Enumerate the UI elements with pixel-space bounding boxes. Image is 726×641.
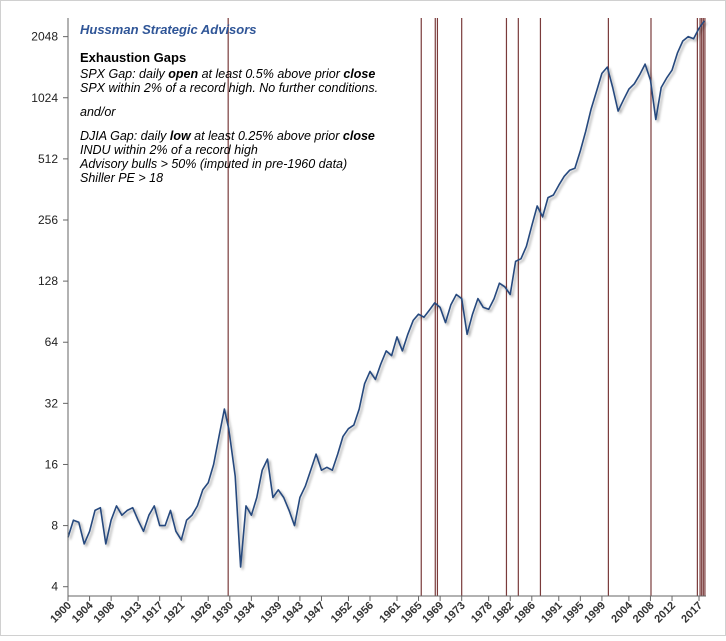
annotation-line: SPX within 2% of a record high. No furth… (80, 81, 378, 95)
y-tick-label: 128 (38, 274, 58, 288)
y-tick-label: 256 (38, 213, 58, 227)
annotation-emphasis: low (170, 129, 192, 143)
y-tick-label: 8 (51, 519, 58, 533)
annotation-emphasis: open (168, 67, 198, 81)
plot (67, 20, 706, 568)
price-line (67, 20, 706, 568)
y-tick-label: 16 (45, 457, 59, 471)
y-tick-label: 2048 (31, 30, 58, 44)
annotation-text: SPX Gap: daily (80, 67, 168, 81)
annotation-emphasis: close (343, 67, 375, 81)
annotation-emphasis: close (343, 129, 375, 143)
annotation: SPX Gap: daily open at least 0.5% above … (79, 67, 378, 185)
chart-title: Hussman Strategic Advisors (80, 22, 257, 37)
y-tick-label: 512 (38, 152, 58, 166)
y-tick-label: 32 (45, 396, 59, 410)
y-tick-label: 1024 (31, 91, 58, 105)
annotation-line: DJIA Gap: daily low at least 0.25% above… (80, 129, 375, 143)
y-tick-label: 4 (51, 580, 58, 594)
annotation-line: and/or (80, 105, 116, 119)
annotation-text: SPX within 2% of a record high. No furth… (80, 81, 378, 95)
annotation-line: Shiller PE > 18 (80, 171, 163, 185)
annotation-text: at least 0.5% above prior (198, 67, 343, 81)
annotation-line: INDU within 2% of a record high (80, 143, 258, 157)
annotation-heading: Exhaustion Gaps (80, 50, 186, 65)
annotation-text: Advisory bulls > 50% (imputed in pre-196… (79, 157, 347, 171)
event-lines (227, 18, 706, 596)
annotation-text: INDU within 2% of a record high (80, 143, 258, 157)
annotation-text: Shiller PE > 18 (80, 171, 163, 185)
annotation-line: SPX Gap: daily open at least 0.5% above … (80, 67, 375, 81)
annotation-line: Advisory bulls > 50% (imputed in pre-196… (79, 157, 347, 171)
annotation-text: at least 0.25% above prior (191, 129, 343, 143)
annotation-text: DJIA Gap: daily (80, 129, 170, 143)
annotation-text: and/or (80, 105, 116, 119)
y-tick-label: 64 (45, 335, 59, 349)
